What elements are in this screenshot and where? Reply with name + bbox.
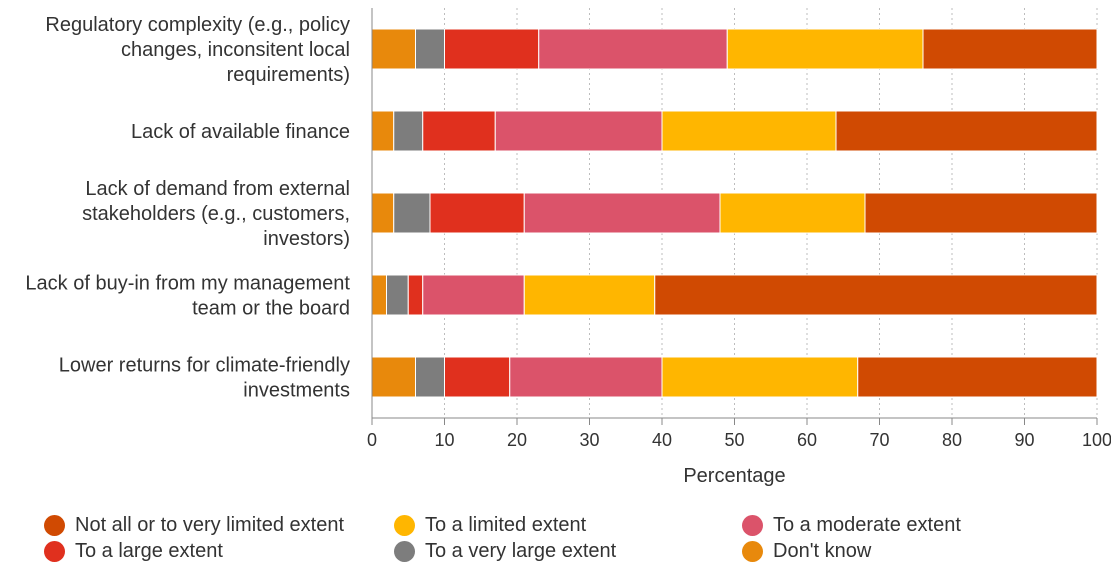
bar-segment <box>523 192 721 234</box>
legend-swatch <box>44 515 65 536</box>
bar-segment <box>386 274 409 316</box>
category-label: Lack of buy-in from my management team or… <box>25 273 350 320</box>
x-tick-label: 100 <box>1082 430 1111 450</box>
bar-segment <box>835 110 1098 152</box>
bar-segment <box>494 110 663 152</box>
legend-swatch <box>742 515 763 536</box>
x-tick-label: 60 <box>797 430 817 450</box>
legend-item-large[interactable]: To a large extent <box>44 540 223 563</box>
x-tick-label: 10 <box>434 430 454 450</box>
category-label-line: Regulatory complexity (e.g., policy <box>45 14 350 36</box>
category-label-line: investments <box>243 380 350 402</box>
legend-label: To a moderate extent <box>773 514 961 536</box>
bar-segment <box>864 192 1098 234</box>
x-tick-label: 80 <box>942 430 962 450</box>
x-tick-label: 40 <box>652 430 672 450</box>
bar-segment <box>922 28 1098 70</box>
bar-segment <box>371 192 395 234</box>
category-label-line: Lower returns for climate-friendly <box>59 355 350 377</box>
bar-segment <box>429 192 525 234</box>
bar-segment <box>654 274 1098 316</box>
bar-segment <box>444 356 511 398</box>
bar-segment <box>719 192 866 234</box>
category-label-line: team or the board <box>192 298 350 320</box>
legend-swatch <box>742 541 763 562</box>
bar-segment <box>393 110 424 152</box>
category-label-line: stakeholders (e.g., customers, <box>82 203 350 225</box>
bars <box>371 28 1098 398</box>
bar-segment <box>444 28 540 70</box>
category-label: Lack of available finance <box>131 121 350 143</box>
x-tick-label: 20 <box>507 430 527 450</box>
bar-segment <box>371 110 395 152</box>
bar-segment <box>371 356 416 398</box>
category-label: Lack of demand from external stakeholders… <box>82 178 350 250</box>
category-labels: Regulatory complexity (e.g., policy chang… <box>25 14 350 402</box>
legend-item-dont-know[interactable]: Don't know <box>742 540 871 563</box>
bar-segment <box>415 28 445 70</box>
legend-item-not-at-all[interactable]: Not all or to very limited extent <box>44 514 344 537</box>
x-tick-label: 30 <box>579 430 599 450</box>
bar-segment <box>371 28 416 70</box>
legend-swatch <box>394 541 415 562</box>
bar-segment <box>422 274 525 316</box>
x-tick-label: 70 <box>869 430 889 450</box>
x-tick-label: 0 <box>367 430 377 450</box>
bar-segment <box>422 110 496 152</box>
bar-segment <box>393 192 431 234</box>
category-label-line: changes, inconsitent local <box>121 39 350 61</box>
bar-segment <box>415 356 445 398</box>
x-tick-labels: 0 10 20 30 40 50 60 70 80 90 100 <box>367 418 1111 450</box>
category-label: Lower returns for climate-friendly invest… <box>59 355 350 402</box>
legend-label: To a large extent <box>75 540 223 562</box>
bar-segment <box>538 28 728 70</box>
legend-label: Don't know <box>773 540 872 562</box>
legend-item-very-large[interactable]: To a very large extent <box>394 540 616 563</box>
legend-label: To a very large extent <box>425 540 617 562</box>
legend-item-limited[interactable]: To a limited extent <box>394 514 586 537</box>
bar-segment <box>857 356 1098 398</box>
category-label-line: Lack of demand from external <box>85 178 350 200</box>
x-axis-title: Percentage <box>683 465 785 487</box>
bar-segment <box>407 274 424 316</box>
bar-segment <box>661 356 859 398</box>
legend-label: To a limited extent <box>425 514 587 536</box>
x-tick-label: 90 <box>1014 430 1034 450</box>
stacked-bar-chart: 0 10 20 30 40 50 60 70 80 90 100 Regulatory comple… <box>25 8 1111 487</box>
category-label-line: requirements) <box>227 64 350 86</box>
legend-swatch <box>44 541 65 562</box>
legend-swatch <box>394 515 415 536</box>
legend-label: Not all or to very limited extent <box>75 514 344 536</box>
bar-segment <box>661 110 837 152</box>
bar-segment <box>523 274 656 316</box>
bar-segment <box>371 274 387 316</box>
category-label-line: Lack of buy-in from my management <box>25 273 350 295</box>
x-tick-label: 50 <box>724 430 744 450</box>
bar-segment <box>509 356 663 398</box>
legend-item-moderate[interactable]: To a moderate extent <box>742 514 961 537</box>
category-label: Regulatory complexity (e.g., policy chang… <box>45 14 350 86</box>
bar-segment <box>726 28 924 70</box>
category-label-line: Lack of available finance <box>131 121 350 143</box>
category-label-line: investors) <box>263 228 350 250</box>
